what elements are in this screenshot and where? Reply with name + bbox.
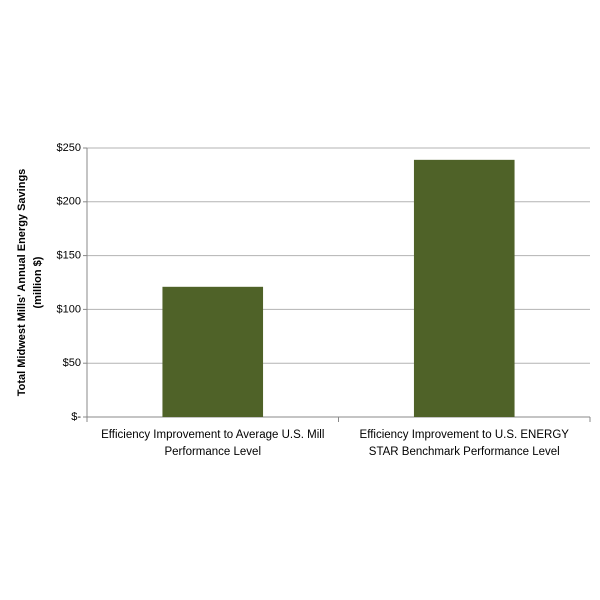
x-tick-label: Efficiency Improvement to Average U.S. M… [101,429,325,458]
y-tick-label: $100 [57,303,81,315]
y-tick-label: $250 [57,142,81,154]
y-tick-label: $200 [57,196,81,208]
y-axis-title: (million $) [32,256,44,308]
y-tick-label: $- [71,411,81,423]
bar [162,286,264,417]
x-tick-label: Efficiency Improvement to U.S. ENERGY ST… [359,429,569,458]
y-tick-label: $50 [63,357,81,369]
bar [413,159,515,417]
y-axis-title: Total Midwest Mills' Annual Energy Savin… [16,169,28,397]
y-tick-label: $150 [57,250,81,262]
